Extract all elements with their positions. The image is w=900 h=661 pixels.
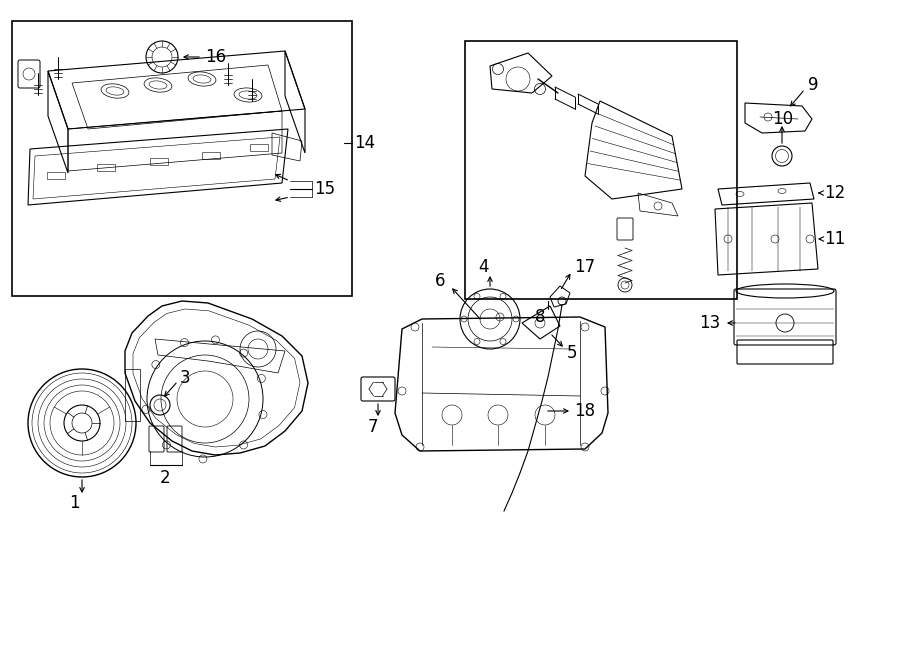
Text: 2: 2 xyxy=(160,469,171,487)
Text: 7: 7 xyxy=(368,418,379,436)
Text: 13: 13 xyxy=(698,314,720,332)
Bar xyxy=(202,152,220,159)
Text: 15: 15 xyxy=(314,180,335,198)
Bar xyxy=(97,164,115,171)
Bar xyxy=(47,172,65,179)
Bar xyxy=(465,41,737,299)
Text: 17: 17 xyxy=(574,258,595,276)
Text: 1: 1 xyxy=(68,494,79,512)
Text: 4: 4 xyxy=(478,258,489,276)
Text: 6: 6 xyxy=(435,272,446,290)
Text: 12: 12 xyxy=(824,184,845,202)
Text: 3: 3 xyxy=(180,369,191,387)
Text: 5: 5 xyxy=(567,344,578,362)
Text: 14: 14 xyxy=(354,134,375,152)
Bar xyxy=(12,21,352,296)
Text: 18: 18 xyxy=(574,402,595,420)
Text: 8: 8 xyxy=(535,308,545,326)
Text: 9: 9 xyxy=(808,76,818,94)
Bar xyxy=(250,144,268,151)
Bar xyxy=(150,158,168,165)
Text: 11: 11 xyxy=(824,230,845,248)
Text: 10: 10 xyxy=(772,110,793,128)
Text: 16: 16 xyxy=(205,48,226,66)
